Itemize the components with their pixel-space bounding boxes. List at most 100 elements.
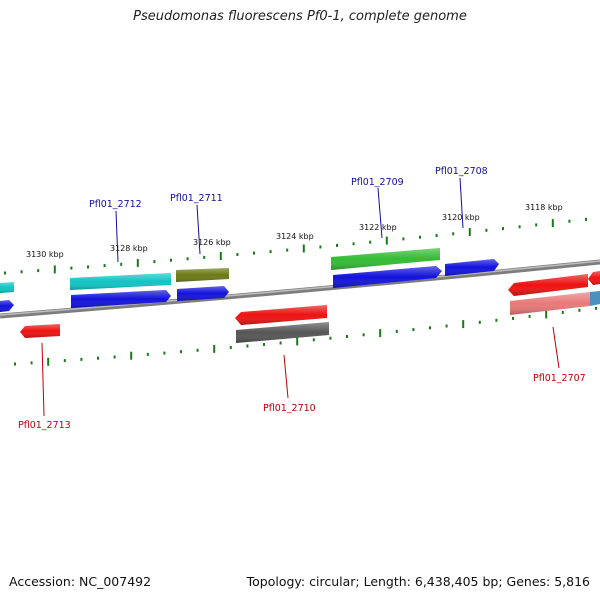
gene-steel-right-edge[interactable] (590, 291, 600, 306)
minor-tick (429, 326, 431, 330)
upper-scale-ticks (4, 217, 587, 275)
major-tick (385, 236, 388, 245)
gene-label-pfl01-2707[interactable]: Pfl01_2707 (533, 373, 586, 384)
gene-red-right-edge[interactable] (588, 271, 600, 285)
minor-tick (286, 248, 289, 252)
gene-blue-left-edge[interactable] (0, 300, 14, 312)
scale-label-3128: 3128 kbp (110, 244, 148, 253)
minor-tick (63, 359, 66, 363)
minor-tick (263, 343, 265, 346)
minor-tick (146, 352, 149, 356)
scale-label-3120: 3120 kbp (442, 213, 480, 222)
minor-tick (419, 235, 421, 239)
leader-lines-bottom (41, 326, 560, 417)
gene-pfl01-2710[interactable] (235, 305, 327, 325)
gene-pfl01-2707[interactable] (508, 274, 588, 296)
minor-tick (329, 336, 332, 340)
minor-tick (312, 338, 315, 342)
minor-tick (512, 316, 514, 320)
gene-gray-2710-partner[interactable] (236, 322, 329, 343)
minor-tick (30, 361, 33, 365)
major-tick (130, 351, 133, 360)
gene-label-pfl01-2711[interactable]: Pfl01_2711 (170, 193, 223, 204)
minor-tick (395, 329, 398, 333)
gene-pfl01-2708[interactable] (445, 259, 499, 276)
gene-pfl01-2711[interactable] (176, 268, 229, 282)
minor-tick (236, 253, 239, 256)
minor-tick (153, 260, 156, 264)
minor-tick (319, 245, 322, 249)
gene-blue-2711-partner[interactable] (177, 286, 229, 301)
minor-tick (70, 266, 73, 270)
minor-tick (80, 357, 83, 361)
genome-summary-text: Topology: circular; Length: 6,438,405 bp… (246, 574, 590, 589)
minor-tick (186, 257, 189, 261)
minor-tick (412, 328, 415, 332)
minor-tick (485, 228, 488, 232)
scale-label-3124: 3124 kbp (276, 232, 314, 241)
gene-label-pfl01-2708[interactable]: Pfl01_2708 (435, 166, 488, 177)
major-tick (545, 310, 548, 319)
major-tick (53, 265, 56, 274)
minor-tick (402, 237, 405, 241)
scale-label-3122: 3122 kbp (359, 223, 397, 232)
major-tick (379, 329, 382, 338)
minor-tick (180, 350, 182, 354)
major-tick (219, 252, 222, 260)
minor-tick (352, 242, 355, 246)
accession-text: Accession: NC_007492 (9, 574, 152, 589)
minor-tick (203, 255, 206, 259)
gene-labels-top: Pfl01_2712 Pfl01_2711 Pfl01_2709 Pfl01_2… (89, 166, 488, 210)
minor-tick (495, 318, 498, 322)
minor-tick (336, 243, 338, 247)
minor-tick (279, 341, 282, 345)
gene-label-pfl01-2712[interactable]: Pfl01_2712 (89, 199, 142, 210)
gene-pfl01-2714-cyan[interactable] (0, 282, 14, 293)
gene-pfl01-2713[interactable] (20, 324, 60, 338)
minor-tick (14, 362, 16, 366)
major-tick (468, 228, 471, 237)
minor-tick (346, 335, 348, 338)
minor-tick (37, 269, 40, 273)
minor-tick (120, 262, 123, 266)
major-tick (551, 219, 554, 228)
minor-tick (452, 232, 455, 236)
minor-tick (362, 333, 365, 337)
minor-tick (269, 250, 272, 254)
gene-label-pfl01-2709[interactable]: Pfl01_2709 (351, 177, 404, 188)
minor-tick (253, 251, 255, 255)
minor-tick (163, 351, 166, 355)
minor-tick (196, 348, 199, 352)
minor-tick (97, 356, 99, 360)
gene-labels-bottom: Pfl01_2713 Pfl01_2710 Pfl01_2707 (18, 373, 586, 431)
major-tick (302, 244, 305, 253)
minor-tick (578, 308, 581, 312)
major-tick (462, 320, 465, 329)
minor-tick (595, 306, 597, 310)
minor-tick (568, 219, 571, 223)
gene-blue-2712-partner[interactable] (71, 290, 171, 308)
gene-pfl01-2712[interactable] (70, 273, 171, 290)
minor-tick (20, 270, 23, 274)
minor-tick (502, 227, 504, 231)
major-tick (213, 344, 216, 353)
genome-backbone (0, 259, 600, 319)
minor-tick (170, 258, 172, 262)
minor-tick (87, 265, 89, 269)
major-tick (296, 337, 299, 346)
scale-labels: 3130 kbp 3128 kbp 3126 kbp 3124 kbp 3122… (26, 203, 563, 259)
minor-tick (369, 240, 372, 244)
minor-tick (535, 223, 538, 227)
gene-label-pfl01-2713[interactable]: Pfl01_2713 (18, 420, 71, 431)
gene-pfl01-2709[interactable] (331, 248, 440, 270)
minor-tick (445, 324, 448, 328)
minor-tick (561, 310, 564, 314)
minor-tick (113, 355, 116, 359)
gene-blue-2709-partner[interactable] (333, 266, 442, 288)
minor-tick (103, 264, 106, 268)
map-title: Pseudomonas fluorescens Pf0-1, complete … (133, 9, 467, 24)
gene-pink-2707-partner[interactable] (510, 292, 590, 315)
minor-tick (229, 346, 232, 349)
gene-label-pfl01-2710[interactable]: Pfl01_2710 (263, 403, 316, 414)
